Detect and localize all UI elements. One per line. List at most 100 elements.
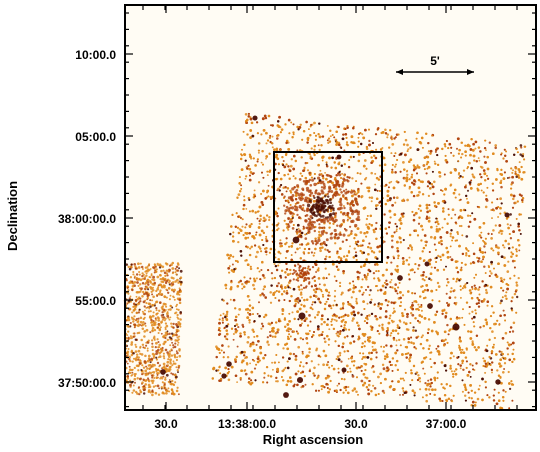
- emission-pixel: [425, 275, 428, 279]
- emission-pixel: [443, 330, 447, 334]
- emission-pixel: [440, 189, 442, 192]
- emission-pixel: [381, 363, 385, 367]
- emission-pixel: [409, 356, 412, 359]
- emission-pixel: [425, 172, 428, 175]
- emission-pixel: [330, 166, 333, 169]
- emission-pixel: [284, 242, 287, 246]
- emission-pixel: [443, 193, 446, 196]
- emission-pixel: [249, 265, 252, 268]
- emission-pixel: [288, 333, 291, 336]
- emission-pixel: [313, 366, 316, 370]
- emission-pixel: [430, 365, 433, 369]
- emission-pixel: [246, 167, 249, 170]
- emission-pixel: [458, 172, 461, 175]
- emission-pixel: [253, 367, 257, 370]
- emission-pixel: [245, 355, 248, 359]
- emission-pixel: [363, 159, 367, 162]
- emission-pixel: [507, 242, 511, 246]
- emission-pixel: [365, 235, 368, 238]
- emission-pixel: [375, 262, 379, 266]
- emission-pixel: [257, 301, 261, 304]
- emission-pixel: [313, 121, 316, 125]
- emission-pixel: [398, 338, 401, 342]
- emission-pixel: [306, 324, 310, 327]
- emission-pixel: [430, 351, 433, 354]
- emission-pixel: [346, 314, 350, 317]
- emission-pixel: [354, 286, 357, 289]
- emission-pixel: [379, 288, 383, 292]
- emission-pixel: [267, 195, 270, 198]
- emission-pixel: [464, 154, 467, 157]
- emission-pixel: [359, 249, 362, 253]
- emission-pixel: [485, 194, 488, 197]
- emission-pixel: [481, 398, 484, 402]
- emission-pixel: [365, 167, 368, 170]
- emission-pixel: [376, 330, 379, 333]
- emission-pixel: [314, 134, 318, 137]
- emission-pixel: [246, 118, 249, 122]
- emission-pixel: [320, 317, 324, 321]
- emission-pixel: [324, 171, 327, 174]
- emission-pixel: [376, 289, 379, 292]
- emission-pixel: [261, 260, 264, 264]
- emission-pixel: [374, 172, 377, 175]
- emission-pixel: [321, 330, 324, 334]
- emission-pixel: [397, 254, 400, 257]
- emission-pixel: [502, 289, 505, 292]
- emission-pixel: [375, 148, 378, 151]
- emission-pixel: [241, 218, 244, 221]
- emission-pixel: [246, 246, 249, 249]
- emission-pixel: [436, 349, 440, 353]
- emission-pixel: [244, 236, 248, 240]
- emission-pixel: [459, 348, 462, 351]
- emission-pixel: [306, 169, 310, 172]
- emission-pixel: [219, 314, 222, 317]
- emission-pixel: [385, 353, 389, 356]
- emission-pixel: [269, 331, 271, 333]
- emission-pixel: [221, 321, 224, 324]
- emission-pixel: [320, 388, 323, 391]
- emission-pixel: [271, 135, 274, 138]
- emission-pixel: [346, 335, 349, 338]
- emission-pixel: [395, 230, 398, 233]
- emission-pixel: [435, 229, 439, 233]
- emission-pixel: [312, 372, 315, 375]
- emission-pixel: [449, 317, 453, 321]
- emission-pixel: [310, 285, 313, 288]
- emission-pixel: [448, 296, 452, 299]
- emission-pixel: [265, 131, 268, 135]
- emission-pixel: [381, 326, 384, 329]
- emission-pixel: [283, 290, 286, 293]
- emission-pixel: [496, 319, 499, 322]
- emission-pixel: [398, 227, 402, 230]
- emission-pixel: [503, 256, 506, 259]
- emission-pixel: [435, 347, 438, 350]
- emission-pixel: [492, 249, 495, 252]
- emission-pixel: [260, 322, 264, 325]
- emission-pixel: [352, 126, 355, 130]
- emission-pixel: [317, 277, 321, 280]
- emission-pixel: [390, 170, 394, 174]
- emission-pixel: [272, 292, 275, 295]
- emission-pixel: [375, 317, 379, 321]
- emission-pixel: [429, 358, 432, 361]
- emission-pixel: [406, 198, 409, 202]
- emission-pixel: [477, 388, 480, 391]
- emission-pixel: [218, 321, 221, 325]
- emission-pixel: [319, 169, 322, 172]
- emission-pixel: [399, 296, 402, 300]
- emission-pixel: [344, 328, 348, 331]
- emission-pixel: [245, 208, 248, 210]
- emission-pixel: [494, 144, 498, 147]
- emission-pixel: [327, 361, 330, 364]
- emission-pixel: [461, 234, 464, 237]
- emission-pixel: [399, 222, 403, 225]
- emission-pixel: [384, 185, 387, 188]
- emission-pixel: [280, 193, 284, 196]
- emission-pixel: [444, 154, 447, 157]
- emission-pixel: [243, 143, 246, 147]
- emission-pixel: [364, 376, 367, 379]
- emission-pixel: [230, 279, 233, 282]
- emission-pixel: [263, 316, 266, 319]
- emission-pixel: [320, 385, 323, 388]
